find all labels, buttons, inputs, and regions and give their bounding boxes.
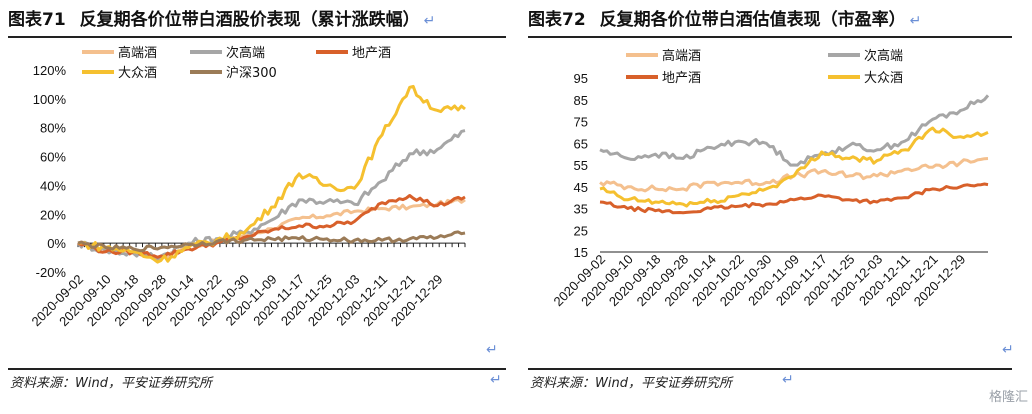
return-mark-icon: ↵ — [486, 342, 498, 358]
y-tick-label: 35 — [574, 202, 588, 217]
series-line — [77, 230, 466, 253]
watermark-text: 格隆汇 — [988, 390, 1028, 405]
legend-label: 大众酒 — [118, 66, 157, 81]
y-tick-label: 85 — [574, 93, 588, 108]
title-rule — [528, 36, 1012, 38]
figure-number-72: 图表72 — [528, 10, 586, 30]
title-rule — [8, 36, 506, 38]
legend-label: 沪深300 — [226, 65, 277, 81]
source-note-72: 资料来源：Wind，平安证券研究所 — [530, 372, 732, 391]
legend-label: 高端酒 — [118, 45, 157, 61]
source-text-72: 资料来源：Wind，平安证券研究所 — [530, 376, 732, 391]
y-tick-label: 0% — [47, 236, 66, 251]
y-tick-label: 95 — [574, 71, 588, 86]
figure-title-72: 反复期各价位带白酒估值表现（市盈率） — [599, 10, 906, 30]
chart-title-71: 图表71 反复期各价位带白酒股价表现（累计涨跌幅） ↵ — [8, 4, 435, 36]
y-tick-label: 60% — [40, 150, 66, 165]
y-tick-label: 65 — [574, 136, 588, 151]
series-line — [77, 194, 466, 259]
return-mark-icon: ↵ — [1002, 342, 1014, 358]
watermark: 格隆汇 — [989, 386, 1028, 405]
y-tick-label: 25 — [574, 223, 588, 238]
legend-label: 次高端 — [226, 45, 265, 61]
legend-label: 地产酒 — [662, 71, 701, 86]
y-tick-label: -20% — [36, 265, 67, 280]
chart-panel-72: 图表72 反复期各价位带白酒估值表现（市盈率） ↵ 15 25 35 45 55 65 75 85… — [520, 0, 1032, 414]
return-mark-icon: ↵ — [782, 372, 794, 388]
y-tick-label: 120% — [33, 63, 67, 78]
y-tick-label: 40% — [40, 178, 66, 193]
source-note-71: 资料来源：Wind，平安证券研究所 — [10, 372, 212, 391]
source-text-71: 资料来源：Wind，平安证券研究所 — [10, 376, 212, 391]
legend-label: 次高端 — [864, 48, 903, 64]
chart-71-svg: -20%0%20%40%60%80%100%120%2020-09-022020… — [28, 45, 466, 329]
source-rule — [8, 368, 506, 370]
y-tick-label: 15 — [574, 245, 588, 260]
series-line — [599, 126, 989, 208]
y-tick-label: 75 — [574, 115, 588, 130]
figure-title-71: 反复期各价位带白酒股价表现（累计涨跌幅） — [79, 10, 420, 30]
legend-label: 高端酒 — [662, 48, 701, 64]
y-tick-label: 100% — [33, 92, 67, 107]
chart-panel-71: 图表71 反复期各价位带白酒股价表现（累计涨跌幅） ↵ -20% 0% 20% 40% 60… — [0, 0, 515, 414]
chart-72-svg: 1525354555657585952020-09-022020-09-1020… — [550, 48, 990, 309]
y-tick-label: 45 — [574, 180, 588, 195]
series-line — [77, 84, 466, 264]
legend-label: 地产酒 — [352, 46, 391, 61]
series-line — [599, 182, 989, 215]
y-tick-label: 20% — [40, 207, 66, 222]
figure-number-71: 图表71 — [8, 10, 66, 30]
source-rule — [528, 368, 1012, 370]
legend-label: 大众酒 — [864, 71, 903, 86]
y-tick-label: 55 — [574, 158, 588, 173]
return-mark-icon: ↵ — [909, 13, 922, 29]
return-mark-icon: ↵ — [490, 372, 502, 388]
chart-title-72: 图表72 反复期各价位带白酒估值表现（市盈率） ↵ — [528, 4, 921, 36]
return-mark-icon: ↵ — [423, 13, 436, 29]
y-tick-label: 80% — [40, 121, 66, 136]
series-line — [599, 94, 990, 167]
